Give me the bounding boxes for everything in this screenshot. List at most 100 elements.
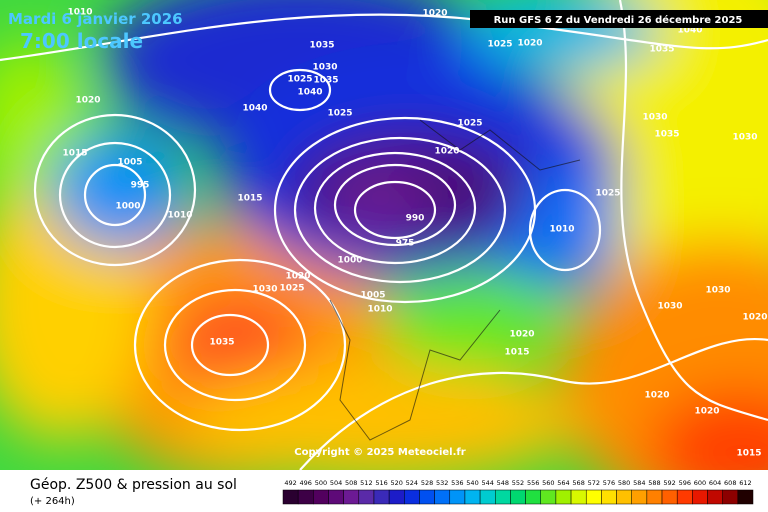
colorbar-label: 556: [527, 479, 539, 487]
colorbar-swatch: [540, 489, 557, 505]
colorbar-swatch: [404, 489, 420, 505]
colorbar-swatch: [585, 489, 602, 505]
run-box: [470, 10, 768, 28]
colorbar-label: 496: [300, 479, 312, 487]
colorbar-label: 524: [406, 479, 418, 487]
colorbar-swatch: [601, 489, 617, 505]
colorbar-label: 588: [648, 479, 660, 487]
coastlines: [329, 119, 581, 441]
isobar-label: 1015: [62, 149, 87, 159]
colorbar-label: 576: [603, 479, 615, 487]
isobar-label: 1000: [337, 256, 362, 266]
colorbar-swatch: [479, 489, 496, 505]
colorbar-label: 532: [436, 479, 448, 487]
isobar-label: 1015: [736, 449, 761, 459]
isobar-label: 1030: [252, 285, 277, 295]
colorbar-label: 492: [284, 479, 296, 487]
colorbar-swatch: [297, 489, 314, 505]
colorbar-label: 504: [330, 479, 342, 487]
isobar-label: 1025: [595, 189, 620, 199]
isobar-label: 1020: [422, 9, 447, 19]
colorbar-label: 568: [572, 479, 584, 487]
isobar-label: 1040: [242, 104, 267, 114]
colorbar-label: 520: [390, 479, 402, 487]
colorbar-swatch: [722, 489, 739, 505]
isobar-label: 1035: [654, 130, 679, 140]
isobar-label: 1040: [297, 88, 322, 98]
colorbar-label: 528: [421, 479, 433, 487]
isobar-label: 1025: [327, 109, 352, 119]
isobar-label: 1030: [642, 113, 667, 123]
copyright: Copyright © 2025 Meteociel.fr: [294, 447, 465, 458]
colorbar-swatch: [707, 489, 723, 505]
colorbar-swatch: [358, 489, 375, 505]
isobar-label: 1020: [285, 272, 310, 282]
colorbar-swatch: [676, 489, 693, 505]
colorbar-label: 600: [694, 479, 706, 487]
colorbar-swatch: [388, 489, 405, 505]
isobar-label: 1020: [517, 39, 542, 49]
isobar-label: 1015: [504, 348, 529, 358]
isobar-label: 1030: [312, 63, 337, 73]
colorbar-swatch: [419, 489, 435, 505]
colorbar-swatch: [343, 489, 360, 505]
isobar-label: 1025: [279, 284, 304, 294]
isobar-label: 975: [396, 239, 415, 249]
colorbar-swatch: [737, 489, 754, 505]
colorbar-label: 552: [512, 479, 524, 487]
isobar-label: 1010: [67, 8, 92, 18]
colorbar-label: 572: [588, 479, 600, 487]
isobar-label: 1035: [209, 338, 234, 348]
colorbar-label: 584: [633, 479, 645, 487]
isobar-label: 1030: [657, 302, 682, 312]
footer-title: Géop. Z500 & pression au sol: [30, 477, 237, 493]
colorbar-label: 560: [542, 479, 554, 487]
colorbar-swatch: [449, 489, 466, 505]
colorbar-swatch: [282, 489, 299, 505]
colorbar-label: 536: [451, 479, 463, 487]
colorbar-label: 512: [360, 479, 372, 487]
isobar-label: 1015: [237, 194, 262, 204]
colorbar-label: 548: [497, 479, 509, 487]
isobar-label: 1035: [649, 45, 674, 55]
colorbar-label: 540: [466, 479, 478, 487]
isobar-label: 1040: [677, 26, 702, 36]
isobar-label: 1020: [644, 391, 669, 401]
isobar-label: 1035: [309, 41, 334, 51]
isobar-label: 1005: [360, 291, 385, 301]
colorbar-swatch: [525, 489, 541, 505]
isobar-label: 990: [406, 214, 425, 224]
colorbar-label: 544: [481, 479, 493, 487]
colorbar-swatch: [646, 489, 663, 505]
isobar-label: 1025: [287, 75, 312, 85]
colorbar: 492 496 500 504 508 512 516 520 524 528 532 536 540 5…: [282, 479, 754, 505]
isobar-label: 1025: [487, 40, 512, 50]
colorbar-swatch: [692, 489, 708, 505]
colorbar-label: 580: [618, 479, 630, 487]
colorbar-label: 508: [345, 479, 357, 487]
isobar-label: 1010: [167, 211, 192, 221]
colorbar-label: 592: [663, 479, 675, 487]
isobar-label: 1020: [434, 147, 459, 157]
isobar-label: 1020: [742, 313, 767, 323]
isobar-label: 1000: [115, 202, 140, 212]
isobar-label: 1020: [694, 407, 719, 417]
date-label: Mardi 6 janvier 2026: [8, 10, 183, 28]
colorbar-swatch: [616, 489, 632, 505]
colorbar-swatch: [464, 489, 481, 505]
isobar-label: 1020: [509, 330, 534, 340]
colorbar-swatch: [495, 489, 511, 505]
colorbar-label: 516: [375, 479, 387, 487]
colorbar-swatch: [555, 489, 572, 505]
colorbar-label: 564: [557, 479, 569, 487]
isobar-label: 1030: [732, 133, 757, 143]
colorbar-swatch: [313, 489, 329, 505]
colorbar-swatch: [510, 489, 526, 505]
isobar-label: 1020: [75, 96, 100, 106]
isobar-label: 1010: [367, 305, 392, 315]
isobars: [0, 0, 768, 470]
colorbar-label: 608: [724, 479, 736, 487]
isobar-label: 995: [131, 181, 150, 191]
